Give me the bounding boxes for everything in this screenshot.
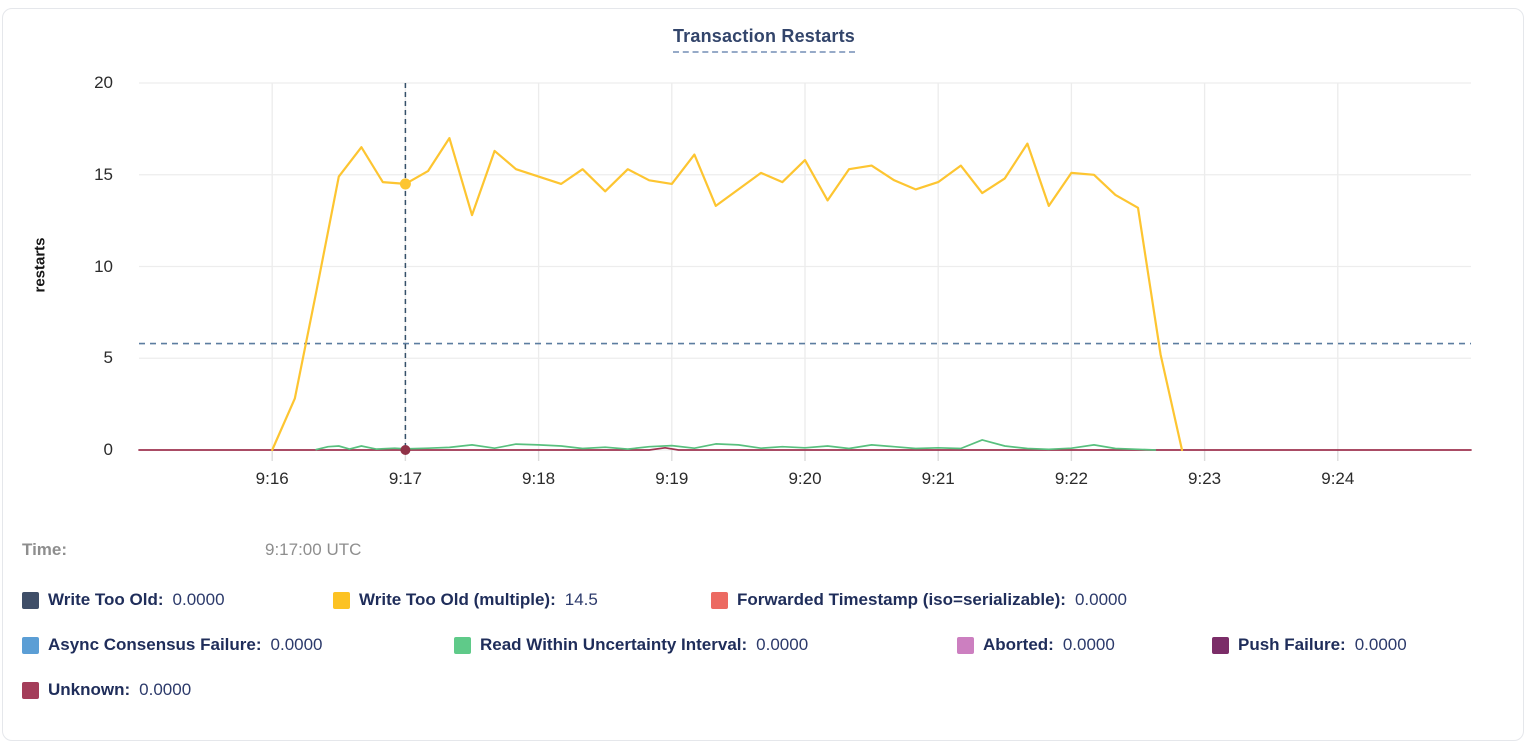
- legend-label: Read Within Uncertainty Interval:: [480, 635, 748, 654]
- legend-item-write-too-old: Write Too Old: 0.0000: [22, 590, 225, 610]
- series-line-write-too-old-multiple-: [271, 137, 1184, 452]
- tooltip-time-value: 9:17:00 UTC: [265, 540, 362, 559]
- legend-item-aborted: Aborted: 0.0000: [957, 635, 1115, 655]
- tooltip-time-label: Time:: [22, 540, 68, 559]
- legend-row: Async Consensus Failure: 0.0000 Read Withi…: [0, 635, 1528, 659]
- legend-label: Write Too Old:: [48, 590, 164, 609]
- legend-label: Unknown:: [48, 680, 131, 699]
- series-line-unknown: [138, 446, 1472, 451]
- legend-value: 0.0000: [270, 635, 323, 654]
- x-tick-label: 9:16: [255, 469, 289, 488]
- highlight-dot-unknown: [400, 445, 411, 455]
- y-tick-label: 20: [94, 73, 113, 92]
- x-tick-label: 9:22: [1054, 469, 1088, 488]
- legend-label: Push Failure:: [1238, 635, 1346, 654]
- series-line-read-within-uncertainty-interval: [315, 439, 1157, 451]
- legend-value: 14.5: [564, 590, 598, 609]
- legend-value: 0.0000: [139, 680, 192, 699]
- legend-value: 0.0000: [1062, 635, 1115, 654]
- legend-value: 0.0000: [1074, 590, 1127, 609]
- y-tick-label: 15: [94, 164, 113, 184]
- legend-item-unknown: Unknown: 0.0000: [22, 680, 191, 700]
- legend-value: 0.0000: [756, 635, 809, 654]
- chart-header: Transaction Restarts: [0, 26, 1528, 53]
- y-tick-label: 0: [103, 440, 113, 459]
- x-tick-label: 9:21: [921, 469, 955, 488]
- legend-item-write-too-old-multiple: Write Too Old (multiple): 14.5: [333, 590, 598, 610]
- x-tick-label: 9:23: [1188, 469, 1222, 488]
- chart-card: [2, 8, 1524, 741]
- legend-label: Write Too Old (multiple):: [359, 590, 556, 609]
- highlight-dot-write-too-old-multiple-: [399, 178, 411, 190]
- legend-label: Async Consensus Failure:: [48, 635, 262, 654]
- legend-row: Write Too Old: 0.0000 Write Too Old (multi…: [0, 590, 1528, 614]
- chart-title[interactable]: Transaction Restarts: [672, 26, 856, 53]
- legend-row: Unknown: 0.0000: [0, 680, 1528, 704]
- legend-swatch-icon: [333, 591, 350, 609]
- y-tick-label: 5: [103, 348, 113, 368]
- legend-swatch-icon: [22, 591, 39, 609]
- legend-swatch-icon: [957, 636, 974, 654]
- legend-label: Forwarded Timestamp (iso=serializable):: [737, 590, 1066, 609]
- x-tick-label: 9:18: [522, 469, 556, 488]
- legend-item-push-failure: Push Failure: 0.0000: [1212, 635, 1407, 655]
- legend-swatch-icon: [711, 591, 728, 609]
- legend-swatch-icon: [22, 681, 39, 699]
- transaction-restarts-chart[interactable]: restarts 9:16 9:17 9:18 9:19 9:20 9:21 9:22 9:2…: [0, 0, 1528, 530]
- x-tick-label: 9:24: [1321, 469, 1355, 488]
- legend-value: 0.0000: [172, 590, 225, 609]
- legend-swatch-icon: [1212, 636, 1229, 654]
- x-tick-label: 9:17: [388, 469, 422, 488]
- legend-swatch-icon: [22, 636, 39, 654]
- legend-value: 0.0000: [1354, 635, 1407, 654]
- legend-swatch-icon: [454, 636, 471, 654]
- legend-label: Aborted:: [983, 635, 1054, 654]
- legend-item-read-within-uncertainty-interval: Read Within Uncertainty Interval: 0.0000: [454, 635, 808, 655]
- y-tick-label: 10: [94, 256, 113, 276]
- x-tick-label: 9:19: [655, 469, 689, 488]
- tooltip-time-row: Time: 9:17:00 UTC: [22, 540, 361, 560]
- legend-item-async-consensus-failure: Async Consensus Failure: 0.0000: [22, 635, 323, 655]
- legend-item-forwarded-timestamp-iso-serializable: Forwarded Timestamp (iso=serializable): 0…: [711, 590, 1127, 610]
- chart-canvas[interactable]: [0, 0, 1528, 530]
- x-tick-label: 9:20: [788, 469, 822, 488]
